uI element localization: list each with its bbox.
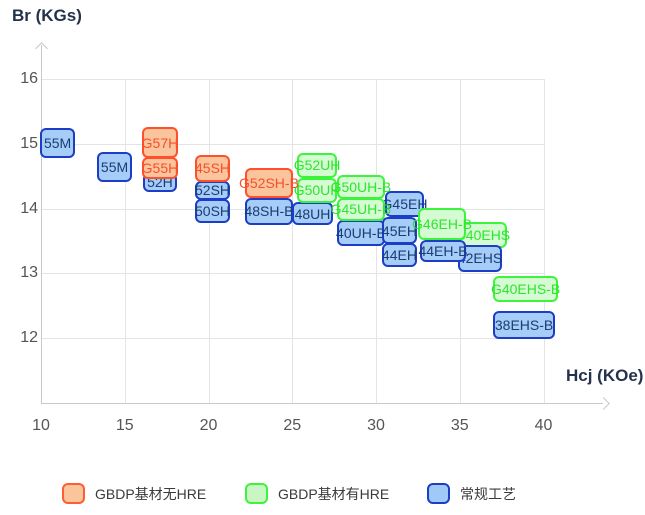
x-tick-label: 25: [283, 417, 302, 434]
v-gridline: [208, 79, 210, 403]
data-point-g52sh-b[interactable]: G52SH-B: [239, 167, 299, 198]
data-point-55m[interactable]: 55M: [97, 152, 133, 183]
data-point-g50uh-b[interactable]: G50UH-B: [331, 175, 391, 200]
legend-label: 常规工艺: [460, 485, 516, 502]
x-tick-label: 30: [367, 417, 385, 434]
data-point-g55h[interactable]: G55H: [142, 156, 178, 179]
y-tick-label: 15: [20, 134, 38, 152]
y-tick-label: 13: [20, 264, 38, 282]
data-point-g40ehs-b[interactable]: G40EHS-B: [491, 275, 560, 302]
v-gridline: [124, 79, 126, 403]
data-point-g45uh-b[interactable]: G45UH-B: [331, 197, 391, 221]
x-tick-label: 35: [450, 417, 469, 434]
legend-item-orange[interactable]: GBDP基材无HRE: [62, 483, 206, 504]
legend-swatch-blue: [427, 483, 450, 504]
x-axis-title: Hcj (KOe): [566, 366, 644, 385]
x-axis-arrow-icon: [597, 397, 610, 410]
legend-swatch-orange: [62, 483, 85, 504]
x-tick-label: 40: [534, 417, 553, 434]
data-point-44eh-b[interactable]: 44EH-B: [418, 239, 468, 262]
data-point-48uh[interactable]: 48UH: [292, 202, 334, 226]
y-tick-label: 12: [20, 329, 38, 347]
data-point-52sh[interactable]: 52SH: [195, 180, 231, 200]
data-point-45eh[interactable]: 45EH: [382, 217, 417, 245]
x-tick-label: 20: [199, 417, 218, 434]
x-tick-label: 15: [115, 417, 134, 434]
data-point-g45eh[interactable]: G45EH: [382, 191, 427, 218]
data-point-50sh[interactable]: 50SH: [195, 199, 230, 224]
x-tick-label: 10: [32, 417, 50, 434]
data-point-40uh-b[interactable]: 40UH-B: [336, 220, 386, 247]
data-point-55m[interactable]: 55M: [40, 128, 76, 159]
legend-label: GBDP基材有HRE: [278, 485, 390, 502]
legend-item-green[interactable]: GBDP基材有HRE: [245, 483, 389, 504]
legend-swatch-green: [245, 483, 268, 504]
y-tick-label: 16: [20, 70, 38, 87]
data-point-g57h[interactable]: G57H: [142, 127, 178, 158]
y-tick-label: 14: [20, 199, 38, 217]
x-axis-line: [41, 403, 603, 404]
data-point-48sh-b[interactable]: 48SH-B: [244, 197, 293, 225]
data-point-38ehs-b[interactable]: 38EHS-B: [493, 311, 556, 340]
y-axis-arrow-icon: [35, 42, 48, 55]
y-axis-line: [41, 45, 42, 403]
legend-item-blue[interactable]: 常规工艺: [427, 483, 516, 504]
y-axis-title: Br (KGs): [12, 6, 82, 25]
data-point-45sh[interactable]: 45SH: [195, 154, 230, 182]
data-point-g50uh[interactable]: G50UH: [294, 177, 340, 203]
v-gridline: [292, 79, 294, 403]
v-gridline: [543, 79, 545, 403]
data-point-g52uh[interactable]: G52UH: [294, 152, 340, 178]
legend-label: GBDP基材无HRE: [95, 485, 207, 502]
data-point-44eh[interactable]: 44EH: [382, 243, 417, 268]
data-point-g46eh-b[interactable]: G46EH-B: [412, 208, 472, 241]
